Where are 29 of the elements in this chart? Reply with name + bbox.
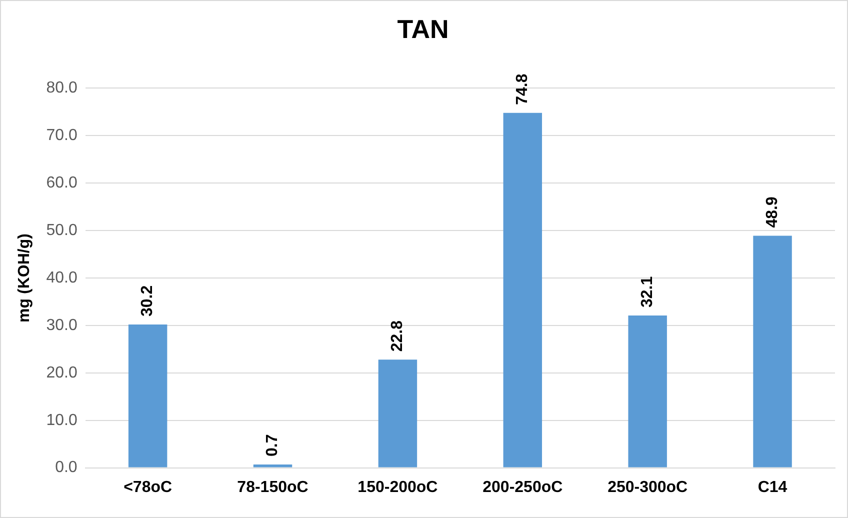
x-tick-label: C14 xyxy=(758,478,788,496)
bar xyxy=(753,236,792,468)
y-axis-title: mg (KOH/g) xyxy=(16,234,34,322)
y-tick-label: 60.0 xyxy=(46,174,78,192)
data-label: 48.9 xyxy=(764,196,781,228)
y-tick-label: 70.0 xyxy=(46,127,78,144)
data-label: 74.8 xyxy=(514,74,532,105)
x-tick-label: <78oC xyxy=(124,478,172,496)
bar xyxy=(503,112,542,468)
y-tick-label: 30.0 xyxy=(46,316,78,334)
data-label: 30.2 xyxy=(139,285,156,316)
y-tick-label: 50.0 xyxy=(46,222,78,239)
x-tick-label: 78-150oC xyxy=(237,478,309,496)
bar xyxy=(253,464,292,468)
bar xyxy=(378,360,418,468)
x-tick-label: 150-200oC xyxy=(358,478,438,496)
chart-title: TAN xyxy=(397,14,449,44)
y-tick-label: 80.0 xyxy=(46,80,78,97)
y-tick-label: 20.0 xyxy=(46,364,78,382)
x-tick-label: 250-300oC xyxy=(608,478,688,496)
y-tick-label: 40.0 xyxy=(46,269,78,286)
y-tick-label: 10.0 xyxy=(46,412,78,429)
data-label: 22.8 xyxy=(389,320,406,352)
bar xyxy=(628,315,667,468)
x-tick-label: 200-250oC xyxy=(482,478,564,496)
bar xyxy=(128,324,168,468)
data-label: 0.7 xyxy=(264,434,282,456)
y-tick-label: 0.0 xyxy=(55,459,78,476)
data-label: 32.1 xyxy=(638,276,656,308)
